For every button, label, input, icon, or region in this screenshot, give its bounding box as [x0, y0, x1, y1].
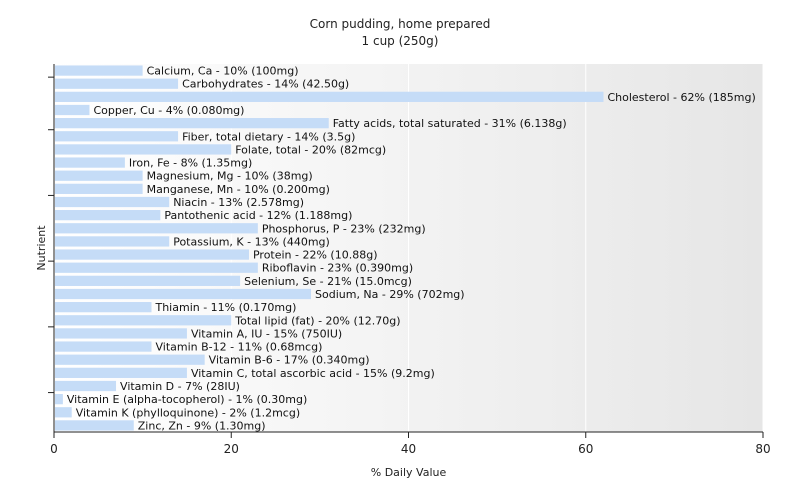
bar-label: Vitamin B-12 - 11% (0.68mcg) — [155, 341, 322, 354]
bar-label: Magnesium, Mg - 10% (38mg) — [147, 170, 313, 183]
bar — [55, 210, 161, 221]
bar — [55, 288, 312, 300]
bar-label: Manganese, Mn - 10% (0.200mg) — [147, 183, 330, 196]
bar — [55, 354, 205, 365]
bar-label: Vitamin E (alpha-tocopherol) - 1% (0.30m… — [67, 393, 307, 406]
bar — [55, 367, 187, 378]
x-tick-label: 20 — [224, 442, 239, 456]
x-tick-label: 0 — [50, 442, 58, 456]
bar-label: Total lipid (fat) - 20% (12.70g) — [234, 314, 400, 327]
bar — [55, 249, 249, 260]
bar-label: Zinc, Zn - 9% (1.30mg) — [138, 419, 266, 432]
bar — [55, 183, 143, 194]
bar-label: Cholesterol - 62% (185mg) — [607, 91, 755, 104]
bar-label: Fiber, total dietary - 14% (3.5g) — [182, 130, 355, 143]
bar-label: Pantothenic acid - 12% (1.188mg) — [164, 209, 352, 222]
bar-label: Vitamin C, total ascorbic acid - 15% (9.… — [191, 367, 435, 380]
bar — [55, 131, 179, 142]
bar — [55, 65, 143, 76]
bar-label: Vitamin D - 7% (28IU) — [120, 380, 240, 393]
bar-label: Sodium, Na - 29% (702mg) — [315, 288, 465, 301]
x-tick-label: 40 — [401, 442, 416, 456]
bar-label: Calcium, Ca - 10% (100mg) — [147, 65, 299, 78]
bar-label: Riboflavin - 23% (0.390mg) — [262, 262, 413, 275]
bar-label: Copper, Cu - 4% (0.080mg) — [93, 104, 244, 117]
bar — [55, 144, 232, 155]
bar — [55, 170, 143, 181]
y-axis-label: Nutrient — [35, 225, 48, 271]
bar — [55, 104, 90, 116]
bar-label: Iron, Fe - 8% (1.35mg) — [129, 157, 252, 170]
bar-label: Fatty acids, total saturated - 31% (6.13… — [333, 117, 567, 130]
bar — [55, 275, 241, 286]
bar — [55, 196, 170, 208]
bar — [55, 380, 117, 392]
bar — [55, 315, 232, 326]
bar — [55, 262, 258, 273]
bar-label: Vitamin K (phylloquinone) - 2% (1.2mcg) — [76, 406, 300, 419]
bar-label: Vitamin A, IU - 15% (750IU) — [191, 327, 342, 340]
bar — [55, 302, 152, 313]
chart-subtitle: 1 cup (250g) — [362, 34, 439, 48]
bar — [55, 407, 72, 418]
x-axis-label: % Daily Value — [371, 466, 447, 479]
x-tick-label: 60 — [578, 442, 593, 456]
bar-label: Phosphorus, P - 23% (232mg) — [262, 222, 426, 235]
bar-label: Protein - 22% (10.88g) — [253, 249, 378, 262]
bar — [55, 394, 63, 405]
bar — [55, 236, 170, 247]
bar-label: Thiamin - 11% (0.170mg) — [154, 301, 296, 314]
bar-label: Potassium, K - 13% (440mg) — [173, 235, 330, 248]
bar — [55, 78, 179, 89]
bar — [55, 157, 125, 168]
bar-label: Carbohydrates - 14% (42.50g) — [182, 78, 349, 91]
bar — [55, 91, 604, 102]
x-tick-label: 80 — [755, 442, 770, 456]
chart-title: Corn pudding, home prepared — [310, 17, 491, 31]
bar — [55, 341, 152, 352]
bar — [55, 328, 187, 339]
bar-label: Selenium, Se - 21% (15.0mcg) — [244, 275, 412, 288]
bar — [55, 420, 134, 431]
bar — [55, 118, 329, 129]
bar — [55, 223, 258, 234]
bar-label: Folate, total - 20% (82mcg) — [235, 143, 386, 156]
bar-label: Vitamin B-6 - 17% (0.340mg) — [209, 354, 370, 367]
bar-label: Niacin - 13% (2.578mg) — [173, 196, 304, 209]
